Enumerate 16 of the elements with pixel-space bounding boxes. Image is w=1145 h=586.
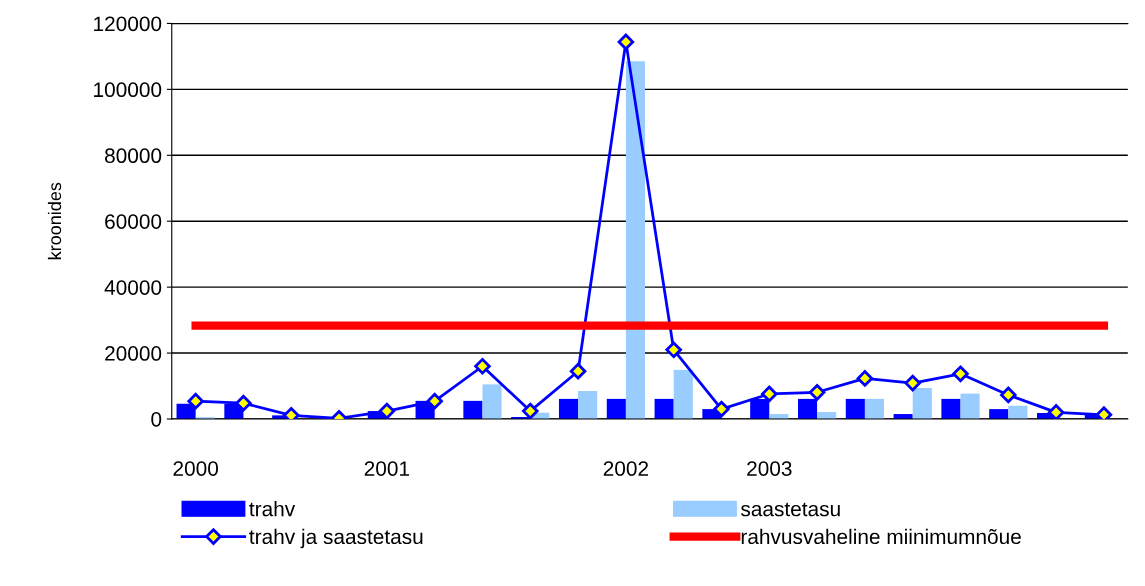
legend-label: rahvusvaheline miinimumnõue — [741, 528, 1021, 545]
y-tick-label: 60000 — [105, 214, 162, 229]
y-tick-label: 120000 — [94, 16, 162, 32]
x-tick-label: 2001 — [364, 461, 410, 476]
x-tick-label: 2000 — [173, 461, 219, 476]
legend-label: saastetasu — [740, 502, 840, 517]
y-tick-label: 80000 — [105, 148, 162, 164]
y-tick-label: 40000 — [104, 280, 162, 295]
y-axis-title: kroonides — [47, 182, 62, 260]
x-tick-label: 2003 — [747, 461, 792, 476]
y-tick-label: 20000 — [105, 346, 162, 361]
legend-label: trahv — [249, 501, 296, 517]
y-tick-label: 0 — [151, 411, 162, 427]
legend-label: trahv ja saastetasu — [249, 528, 423, 549]
x-tick-label: 2002 — [603, 461, 649, 476]
y-tick-label: 100000 — [94, 82, 162, 98]
